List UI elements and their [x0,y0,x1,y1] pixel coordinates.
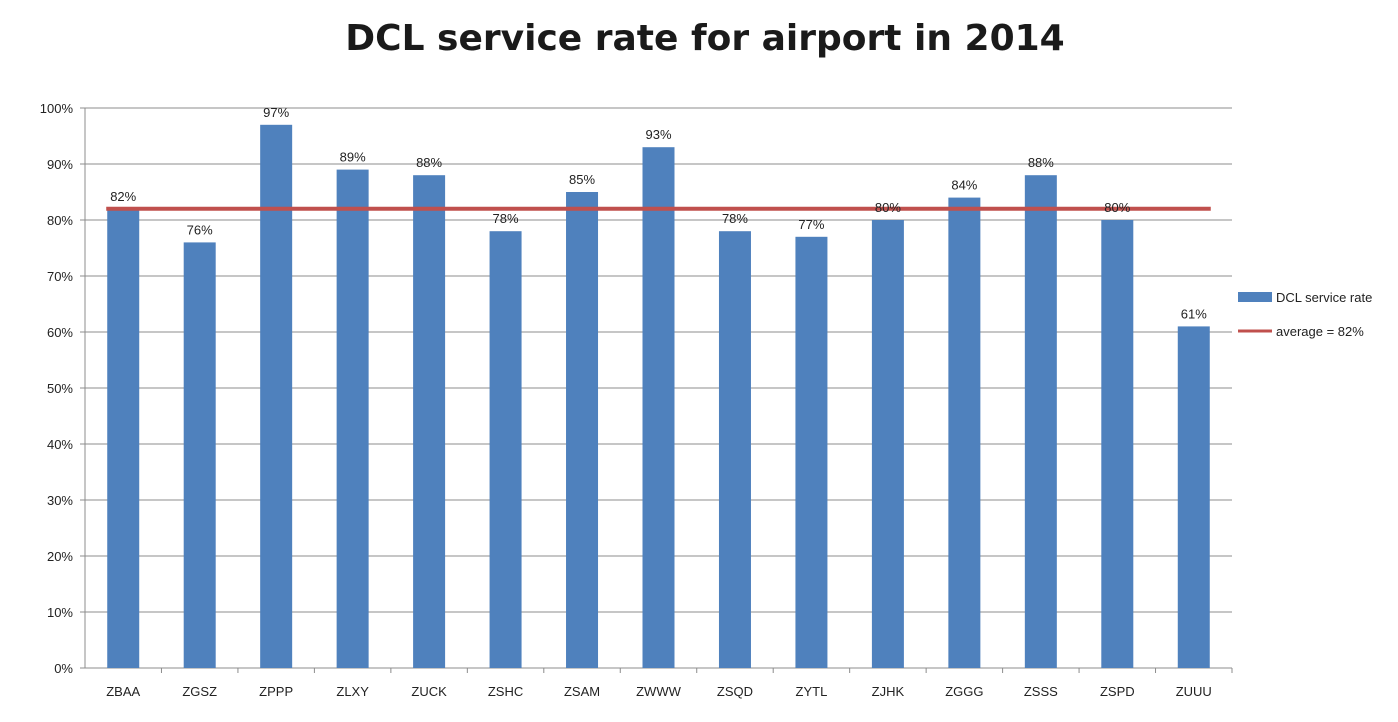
data-label: 85% [569,172,595,187]
bar [413,175,446,668]
x-tick-label: ZBAA [106,684,140,699]
bar [718,231,751,668]
x-tick-label: ZUUU [1176,684,1212,699]
data-label: 88% [1028,155,1054,170]
x-tick-label: ZSPD [1100,684,1135,699]
bar [1101,220,1134,668]
data-label: 78% [493,211,519,226]
y-tick-label: 70% [47,269,73,284]
x-tick-label: ZGSZ [182,684,217,699]
y-tick-label: 40% [47,437,73,452]
y-tick-label: 30% [47,493,73,508]
data-label: 77% [798,217,824,232]
y-tick-label: 100% [40,101,74,116]
legend-swatch-bar [1238,292,1272,302]
y-tick-label: 0% [54,661,73,676]
bars [107,124,1210,669]
y-tick-label: 50% [47,381,73,396]
x-tick-label: ZYTL [796,684,828,699]
legend-label: average = 82% [1276,324,1364,339]
y-tick-label: 20% [47,549,73,564]
data-label: 78% [722,211,748,226]
data-label: 97% [263,105,289,120]
data-label: 84% [951,178,977,193]
y-tick-label: 10% [47,605,73,620]
bar [948,197,981,668]
y-tick-label: 90% [47,157,73,172]
bar [871,220,904,668]
x-tick-label: ZSSS [1024,684,1058,699]
bar [489,231,522,668]
x-tick-label: ZPPP [259,684,293,699]
data-label: 82% [110,189,136,204]
bar [1024,175,1057,668]
y-tick-label: 80% [47,213,73,228]
x-tick-label: ZUCK [411,684,447,699]
bar [642,147,675,668]
x-tick-label: ZSHC [488,684,523,699]
data-label: 76% [187,222,213,237]
x-tick-label: ZJHK [872,684,905,699]
data-label: 93% [645,127,671,142]
axes: 0% 10% 20% 30% 40% 50% 60% 70% 80% 90% 100% ZBAA ZGS… [40,101,1233,699]
x-tick-label: ZGGG [945,684,983,699]
bar [336,169,369,668]
chart-title: DCL service rate for airport in 2014 [345,18,1065,59]
bar [260,124,293,669]
data-label: 80% [1104,200,1130,215]
data-label: 61% [1181,306,1207,321]
bar [107,208,140,669]
data-label: 89% [340,150,366,165]
data-label: 88% [416,155,442,170]
data-labels: 82% 76% 97% 89% 88% 78% 85% 93% 78% 77% 80% 84% 88% 8… [110,105,1207,322]
x-tick-label: ZSQD [717,684,753,699]
x-tick-label: ZLXY [336,684,369,699]
y-tick-label: 60% [47,325,73,340]
legend-label: DCL service rate [1276,290,1372,305]
data-label: 80% [875,200,901,215]
bar [795,236,828,669]
x-tick-label: ZSAM [564,684,600,699]
legend: DCL service rate average = 82% [1238,290,1372,339]
bar [566,192,599,668]
bar [183,242,216,668]
bar [1177,326,1210,668]
x-tick-label: ZWWW [636,684,681,699]
